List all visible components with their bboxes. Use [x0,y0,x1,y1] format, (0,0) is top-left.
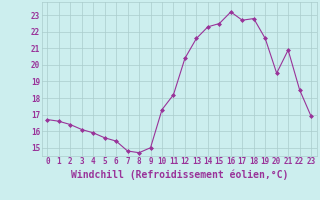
X-axis label: Windchill (Refroidissement éolien,°C): Windchill (Refroidissement éolien,°C) [70,169,288,180]
